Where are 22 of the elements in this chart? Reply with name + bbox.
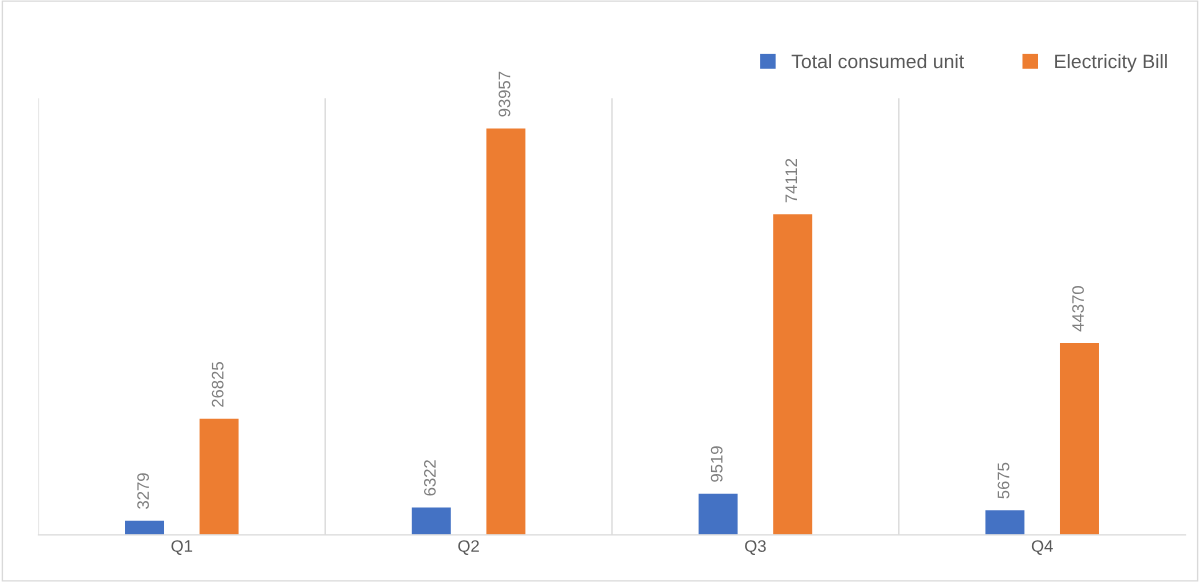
bar — [125, 520, 165, 535]
x-tick-label: Q1 — [171, 540, 193, 555]
legend-label: Electricity Bill — [1055, 54, 1167, 73]
x-tick-label: Q2 — [458, 540, 479, 555]
data-label: 44370 — [1072, 286, 1084, 332]
data-label: 26825 — [211, 362, 224, 407]
data-label: 3279 — [137, 473, 149, 509]
data-label: 9519 — [710, 446, 723, 482]
bar — [1059, 342, 1099, 535]
data-label: 93957 — [498, 71, 511, 117]
bar — [199, 418, 239, 535]
data-label: 6322 — [423, 460, 436, 496]
legend-label: Total consumed unit — [791, 54, 964, 69]
data-label: 5675 — [997, 462, 1010, 499]
bar — [411, 507, 451, 535]
data-label: 74112 — [785, 158, 797, 203]
bar — [773, 214, 813, 535]
x-tick-label: Q4 — [1031, 540, 1053, 555]
bar — [985, 510, 1025, 535]
bar — [698, 493, 738, 535]
bar — [486, 128, 526, 535]
x-tick-label: Q3 — [745, 540, 766, 555]
